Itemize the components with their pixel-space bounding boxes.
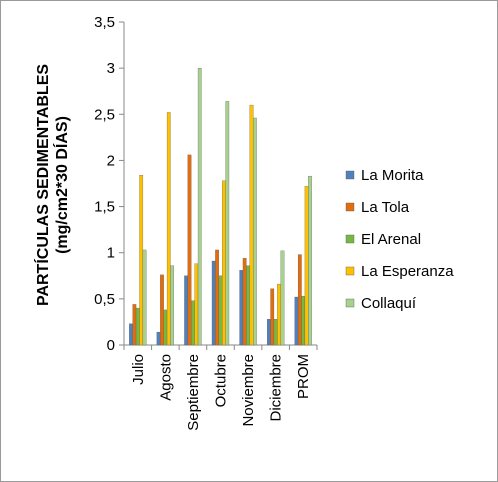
bar-la-esperanza-prom [304,186,309,346]
bar-el-arenal-septiembre [191,300,195,346]
bar-la-esperanza-noviembre [249,104,254,346]
bar-collaqu--prom [308,175,312,346]
y-tick-label: 2,5 [94,106,115,123]
bars [129,67,312,346]
bar-la-morita-julio [129,323,133,346]
bar-la-esperanza-septiembre [194,263,199,346]
y-axis-title-line2: (mg/cm2*30 DÍAS) [52,116,71,254]
bar-el-arenal-prom [301,295,306,346]
bar-la-morita-prom [294,296,299,346]
x-axis-ticks: Julio Agosto Septiembre Octubre Noviembre Dic… [123,345,318,431]
y-tick-label: 3,5 [94,14,115,31]
legend-swatch [345,170,355,180]
bar-la-esperanza-octubre [222,180,226,346]
legend-swatch [345,266,355,276]
y-tick-label: 1 [107,245,115,262]
legend-label: Collaquí [361,295,417,312]
bar-la-esperanza-diciembre [277,283,281,346]
legend-label: La Morita [361,167,424,184]
y-tick-label: 0,5 [94,291,115,308]
bar-collaqu--noviembre [253,117,257,346]
bar-la-morita-octubre [211,260,216,346]
bar-la-morita-diciembre [266,319,271,346]
bar-el-arenal-agosto [163,309,168,346]
legend: La Morita La Tola El Arenal La Esperanza Col… [345,167,454,312]
legend-swatch [345,298,355,308]
bar-la-morita-septiembre [184,275,188,346]
y-axis-title: PARTÍCULAS SEDIMENTABLES (mg/cm2*30 DÍAS… [33,64,71,306]
legend-label: La Tola [361,199,410,216]
legend-swatch [345,202,355,212]
x-tick-label: Septiembre [185,354,202,431]
bar-la-tola-septiembre [187,154,192,346]
legend-swatch [345,234,355,244]
bar-el-arenal-noviembre [246,265,250,346]
y-axis-ticks: 0 0,5 1 1,5 2 2,5 3 3,5 [94,14,124,354]
bar-la-morita-noviembre [239,270,244,346]
bar-collaqu--diciembre [280,250,285,346]
legend-label: El Arenal [361,231,421,248]
bar-collaqu--agosto [170,265,175,346]
y-tick-label: 3 [107,60,115,77]
x-tick-label: PROM [295,354,312,399]
bar-el-arenal-julio [135,307,140,346]
x-tick-label: Noviembre [240,354,257,427]
bar-el-arenal-diciembre [273,319,278,346]
x-tick-label: Agosto [157,354,174,401]
y-tick-label: 1,5 [94,199,115,216]
bar-collaqu--septiembre [197,67,202,346]
y-tick-label: 0 [107,337,115,354]
bar-la-esperanza-julio [139,175,144,346]
bar-la-tola-julio [132,304,137,346]
y-tick-label: 2 [107,152,115,169]
bar-la-tola-prom [297,254,302,346]
y-axis-title-line1: PARTÍCULAS SEDIMENTABLES [33,64,52,306]
bar-la-tola-noviembre [242,258,247,346]
x-tick-label: Diciembre [268,354,285,422]
bar-la-tola-octubre [215,249,219,346]
x-tick-label: Octubre [213,354,230,407]
bar-collaqu--julio [142,249,147,346]
x-tick-label: Julio [130,354,147,385]
bar-la-tola-diciembre [270,288,275,346]
bar-la-esperanza-agosto [166,112,171,346]
bar-la-tola-agosto [160,274,164,346]
bar-la-morita-agosto [156,331,161,346]
legend-label: La Esperanza [361,263,454,280]
bar-el-arenal-octubre [218,275,223,346]
bar-collaqu--octubre [225,101,230,346]
